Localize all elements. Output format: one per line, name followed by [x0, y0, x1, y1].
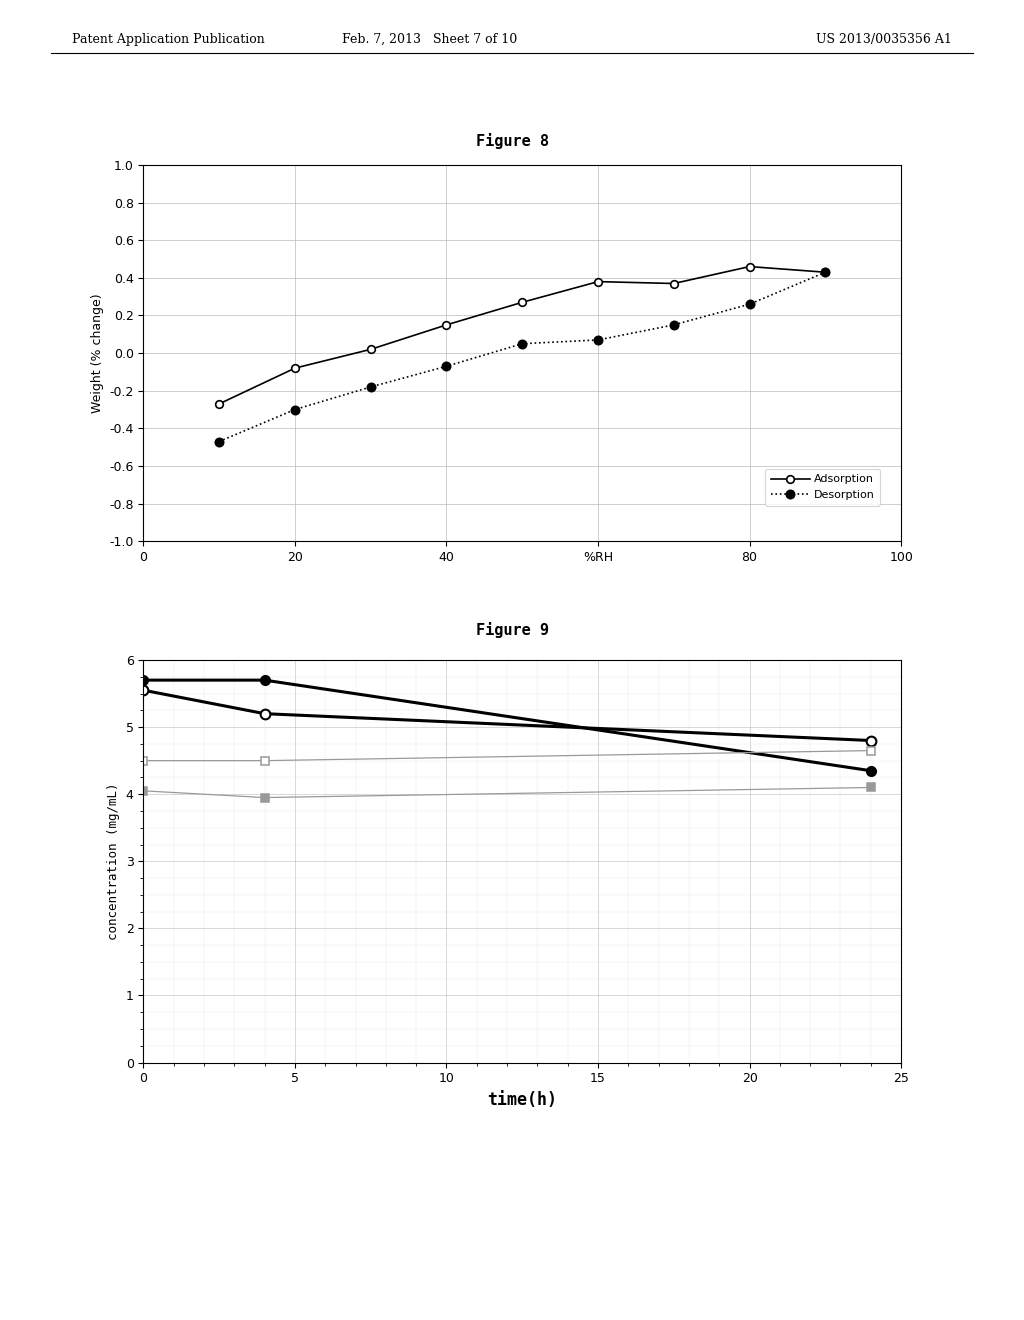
X-axis label: time(h): time(h): [487, 1090, 557, 1109]
Text: Patent Application Publication: Patent Application Publication: [72, 33, 264, 46]
Text: Feb. 7, 2013   Sheet 7 of 10: Feb. 7, 2013 Sheet 7 of 10: [342, 33, 518, 46]
Adsorption: [289, 360, 301, 376]
Line: Adsorption: Adsorption: [215, 263, 829, 408]
Legend: Adsorption, Desorption: Adsorption, Desorption: [765, 469, 881, 506]
Adsorption: [592, 273, 604, 289]
Adsorption: [819, 264, 831, 280]
Adsorption: [213, 396, 225, 412]
Desorption: [365, 379, 377, 395]
Adsorption: [743, 259, 756, 275]
Adsorption: [668, 276, 680, 292]
Y-axis label: concentration (mg/mL): concentration (mg/mL): [108, 783, 120, 940]
Adsorption: [516, 294, 528, 310]
Desorption: [592, 333, 604, 348]
Desorption: [440, 358, 453, 374]
Line: Desorption: Desorption: [215, 268, 829, 446]
Text: Figure 8: Figure 8: [475, 133, 549, 149]
Adsorption: [440, 317, 453, 333]
Desorption: [819, 264, 831, 280]
Desorption: [213, 433, 225, 449]
Desorption: [668, 317, 680, 333]
Desorption: [289, 401, 301, 417]
Y-axis label: Weight (% change): Weight (% change): [90, 293, 103, 413]
Desorption: [516, 335, 528, 351]
Text: Figure 9: Figure 9: [475, 622, 549, 638]
Text: US 2013/0035356 A1: US 2013/0035356 A1: [816, 33, 952, 46]
Desorption: [743, 296, 756, 312]
Adsorption: [365, 342, 377, 358]
